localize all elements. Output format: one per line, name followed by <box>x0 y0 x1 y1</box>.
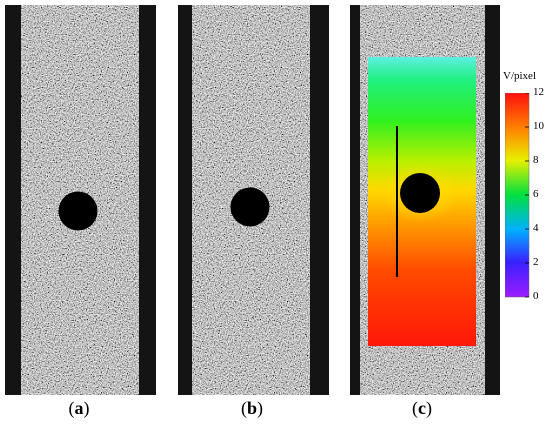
specimen-image-a <box>5 5 156 395</box>
hole <box>58 191 98 231</box>
colorbar-tick-label: 12 <box>533 86 544 98</box>
caption-b: (b) <box>240 398 263 418</box>
caption-a: (a) <box>68 398 90 418</box>
colorbar-unit-label: V/pixel <box>503 70 536 82</box>
colorbar-tick-label: 8 <box>533 154 539 166</box>
hole <box>230 187 270 227</box>
colorbar-tick-label: 4 <box>533 222 539 234</box>
colorbar-tick-label: 0 <box>533 290 539 302</box>
colorbar <box>505 93 530 298</box>
hole <box>400 173 440 213</box>
specimen-image-b <box>178 5 329 395</box>
colorbar-tick-label: 6 <box>533 188 539 200</box>
colorbar-tick-label: 10 <box>533 120 544 132</box>
caption-c: (c) <box>412 398 432 418</box>
specimen-image-c <box>350 5 500 395</box>
colorbar-tick-label: 2 <box>533 256 539 268</box>
